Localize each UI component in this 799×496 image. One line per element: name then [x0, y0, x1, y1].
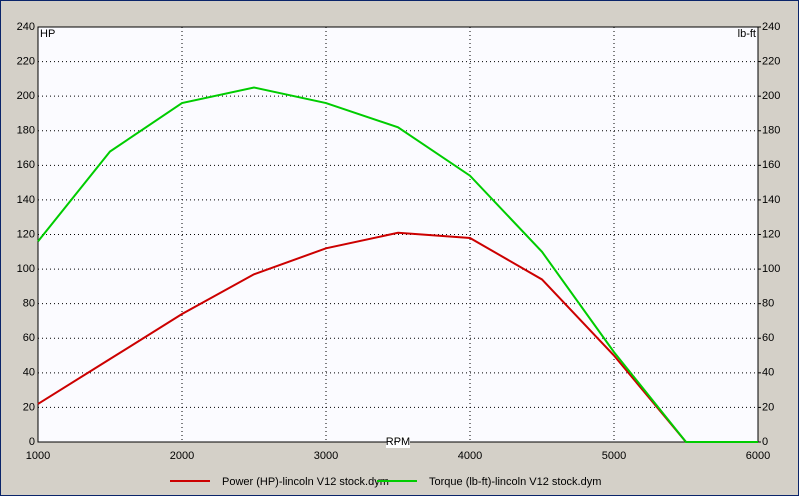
x-tick-label: 6000 — [746, 450, 770, 462]
y-tick-label: 240 — [17, 21, 35, 33]
y2-tick-label: 140 — [762, 194, 780, 206]
y2-tick-label: 120 — [762, 228, 780, 240]
y2-tick-label: 200 — [762, 90, 780, 102]
y2-tick-label: 80 — [762, 298, 774, 310]
legend-label: Power (HP)-lincoln V12 stock.dym — [222, 476, 389, 488]
y-tick-label: 40 — [23, 367, 35, 379]
y-tick-label: 60 — [23, 332, 35, 344]
y-tick-label: 220 — [17, 55, 35, 67]
y-tick-label: 20 — [23, 401, 35, 413]
y2-tick-label: 180 — [762, 125, 780, 137]
y-tick-label: 100 — [17, 263, 35, 275]
y2-tick-label: 220 — [762, 55, 780, 67]
x-tick-label: 2000 — [170, 450, 194, 462]
y-tick-label: 180 — [17, 125, 35, 137]
y-tick-label: 140 — [17, 194, 35, 206]
y2-tick-label: 100 — [762, 263, 780, 275]
x-tick-label: 5000 — [602, 450, 626, 462]
y2-tick-label: 160 — [762, 159, 780, 171]
y-tick-label: 0 — [29, 436, 35, 448]
y-axis-label: HP — [40, 28, 55, 40]
x-tick-label: 4000 — [458, 450, 482, 462]
y2-axis-label: lb-ft — [738, 28, 756, 40]
y2-tick-label: 60 — [762, 332, 774, 344]
series-line — [37, 86, 758, 443]
legend-label: Torque (lb-ft)-lincoln V12 stock.dym — [429, 476, 601, 488]
series-line — [37, 231, 758, 443]
y2-tick-label: 0 — [762, 436, 768, 448]
y-tick-label: 160 — [17, 159, 35, 171]
x-tick-label: 3000 — [314, 450, 338, 462]
y2-tick-label: 40 — [762, 367, 774, 379]
y-tick-label: 120 — [17, 228, 35, 240]
y2-tick-label: 240 — [762, 21, 780, 33]
x-tick-label: 1000 — [26, 450, 50, 462]
y-tick-label: 200 — [17, 90, 35, 102]
y2-tick-label: 20 — [762, 401, 774, 413]
y-tick-label: 80 — [23, 298, 35, 310]
